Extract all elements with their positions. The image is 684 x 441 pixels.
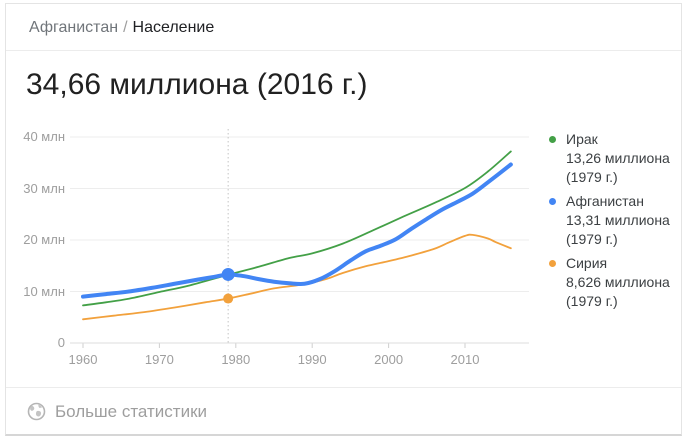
legend-series-name: Ирак: [566, 131, 598, 147]
legend-item-iraq[interactable]: Ирак 13,26 миллиона (1979 г.): [546, 130, 680, 187]
globe-icon: [27, 402, 46, 421]
more-statistics-label: Больше статистики: [55, 401, 208, 421]
legend-item-syria[interactable]: Сирия 8,626 миллиона (1979 г.): [546, 254, 680, 311]
legend-series-name: Сирия: [566, 255, 608, 271]
afghanistan-series-dot-icon: [549, 198, 556, 205]
breadcrumb-parent[interactable]: Афганистан: [29, 19, 119, 36]
breadcrumb: Афганистан / Население: [6, 4, 681, 51]
knowledge-card: Афганистан / Население 34,66 миллиона (201…: [5, 3, 682, 436]
population-line-chart[interactable]: [6, 4, 683, 437]
legend-series-value: 13,26 миллиона: [566, 150, 670, 166]
breadcrumb-current[interactable]: Население: [132, 19, 215, 36]
breadcrumb-separator: /: [123, 19, 128, 36]
legend-series-name: Афганистан: [566, 193, 644, 209]
syria-series-dot-icon: [549, 260, 556, 267]
legend-series-value: 13,31 миллиона: [566, 212, 670, 228]
highlight-dot-afghanistan: [221, 267, 235, 281]
highlight-dot-syria: [223, 293, 234, 304]
legend-series-year: (1979 г.): [566, 169, 618, 185]
more-statistics-link[interactable]: Больше статистики: [6, 387, 681, 435]
legend-item-afghanistan[interactable]: Афганистан 13,31 миллиона (1979 г.): [546, 192, 680, 249]
legend-series-year: (1979 г.): [566, 231, 618, 247]
series-line-afghanistan: [81, 162, 513, 299]
legend-series-value: 8,626 миллиона: [566, 274, 670, 290]
series-line-syria: [82, 233, 512, 321]
page-title: 34,66 миллиона (2016 г.): [26, 68, 368, 101]
series-line-iraq: [82, 150, 512, 307]
chart-legend: Ирак 13,26 миллиона (1979 г.) Афганистан…: [546, 130, 680, 316]
iraq-series-dot-icon: [549, 136, 556, 143]
legend-series-year: (1979 г.): [566, 293, 618, 309]
